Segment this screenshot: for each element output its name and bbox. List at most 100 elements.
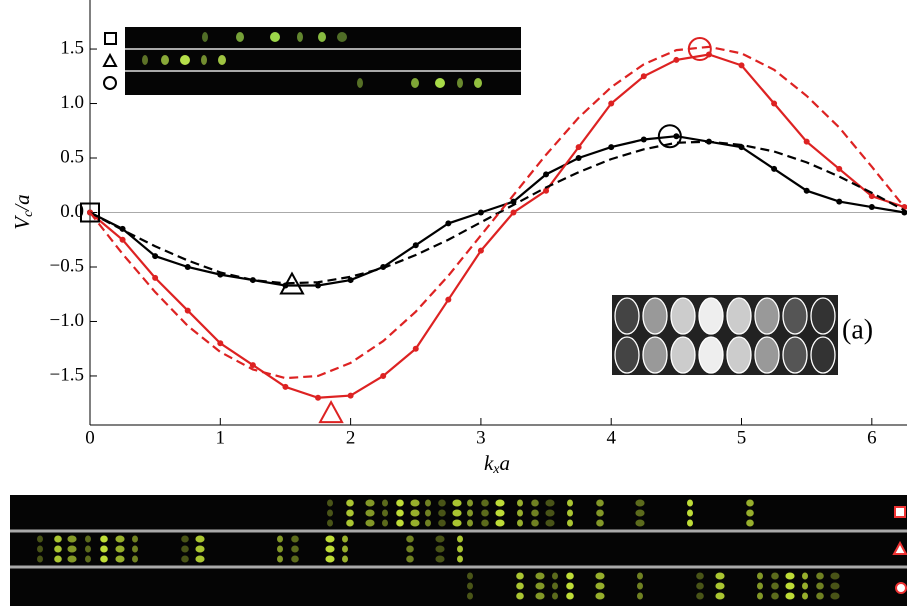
blob — [830, 572, 840, 580]
data-point — [640, 136, 647, 143]
blob — [545, 519, 555, 527]
blob — [85, 535, 91, 543]
blob — [816, 582, 824, 590]
y-axis-label: Vc/a — [10, 194, 36, 229]
blob — [37, 535, 43, 543]
blob — [277, 555, 283, 563]
data-point — [575, 155, 582, 162]
blob — [457, 535, 463, 543]
blob — [277, 545, 283, 553]
blob — [382, 519, 388, 527]
blob — [410, 499, 420, 507]
mode-cell — [642, 336, 668, 374]
blob — [67, 535, 77, 543]
data-point — [575, 144, 582, 151]
blob — [517, 509, 523, 517]
blob — [535, 572, 545, 580]
mode-cell — [698, 336, 724, 374]
panel-label: (a) — [842, 314, 873, 345]
data-point — [868, 193, 875, 200]
blob — [195, 555, 205, 563]
blob — [516, 572, 524, 580]
blob — [545, 499, 555, 507]
blob — [516, 582, 524, 590]
blob — [100, 535, 108, 543]
blob — [346, 499, 354, 507]
blob — [357, 78, 363, 88]
blob — [596, 499, 604, 507]
blob — [435, 535, 445, 543]
blob — [830, 592, 840, 600]
data-point — [152, 253, 159, 260]
blob — [757, 592, 763, 600]
mode-cell — [754, 297, 780, 335]
blob — [100, 545, 108, 553]
blob — [696, 572, 704, 580]
blob — [410, 509, 420, 517]
blob — [481, 499, 489, 507]
blob — [406, 555, 414, 563]
blob — [595, 572, 605, 580]
blob — [342, 535, 348, 543]
x-tick-label: 4 — [606, 427, 616, 448]
blob — [396, 509, 404, 517]
blob — [327, 499, 333, 507]
blob — [132, 545, 138, 553]
blob — [637, 582, 643, 590]
data-point — [543, 187, 550, 194]
blob — [802, 582, 808, 590]
blob — [816, 572, 824, 580]
blob — [67, 545, 77, 553]
blob — [715, 582, 725, 590]
data-point — [868, 204, 875, 211]
highlight-circle — [657, 124, 682, 149]
blob — [495, 499, 505, 507]
blob — [435, 78, 445, 88]
blob — [346, 519, 354, 527]
blob — [715, 572, 725, 580]
blob — [552, 572, 558, 580]
blob — [180, 55, 190, 65]
blob — [195, 535, 205, 543]
blob — [161, 55, 169, 65]
mode-cell — [670, 336, 696, 374]
data-point — [738, 62, 745, 69]
data-line — [89, 53, 905, 399]
blob — [457, 555, 463, 563]
x-tick-label: 5 — [737, 427, 747, 448]
x-tick-label: 0 — [85, 427, 95, 448]
triangle-symbol — [892, 540, 907, 555]
mode-cell — [782, 297, 808, 335]
mode-cell — [810, 297, 836, 335]
blob — [452, 519, 462, 527]
blob — [830, 582, 840, 590]
blob — [687, 519, 693, 527]
blob — [365, 499, 375, 507]
blob — [757, 582, 763, 590]
blob — [342, 545, 348, 553]
blob — [327, 519, 333, 527]
data-point — [477, 209, 484, 216]
y-tick-label: 1.5 — [60, 37, 84, 58]
blob — [687, 499, 693, 507]
blob — [567, 519, 573, 527]
data-point — [249, 277, 256, 284]
data-point — [315, 282, 322, 289]
blob — [637, 592, 643, 600]
data-point — [901, 209, 907, 216]
blob — [410, 519, 420, 527]
blob — [406, 545, 414, 553]
data-point — [640, 73, 647, 80]
blob — [495, 519, 505, 527]
blob — [746, 519, 754, 527]
blob — [425, 499, 431, 507]
blob — [746, 509, 754, 517]
mode-cell — [754, 336, 780, 374]
blob — [481, 509, 489, 517]
blob — [757, 572, 763, 580]
data-point — [673, 56, 680, 63]
blob — [37, 545, 43, 553]
blob — [327, 509, 333, 517]
data-point — [347, 392, 354, 399]
blob — [318, 32, 326, 42]
